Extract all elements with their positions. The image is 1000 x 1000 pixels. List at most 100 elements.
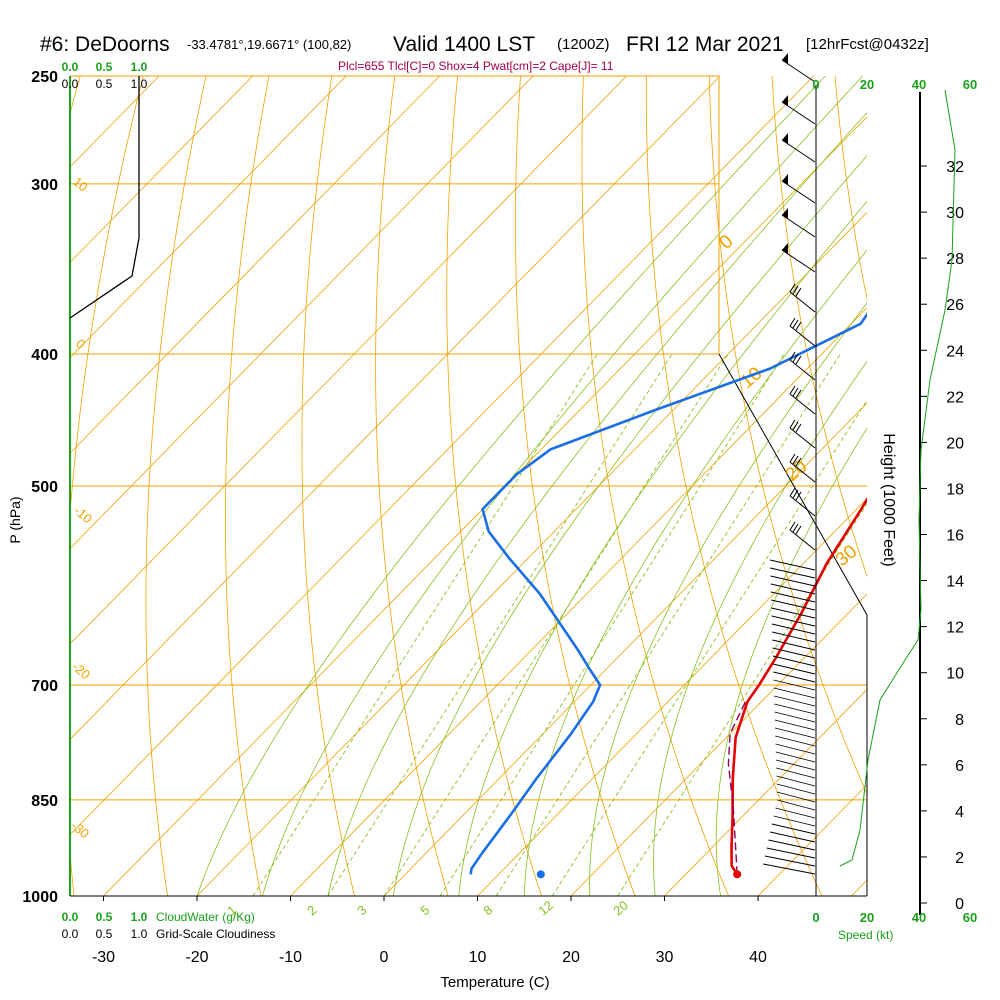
mixing-ratio-label: 5 [417,902,432,918]
wind-barb-feather [792,387,799,397]
adiabat-label: -30 [68,818,92,842]
height-tick-label: 6 [955,758,964,775]
cloudiness-line [69,76,140,319]
wind-barb [776,767,816,779]
right-frame-slant [718,353,868,896]
mixing-ratio-line [439,353,785,896]
pressure-tick-label: 500 [31,479,58,496]
dry-adiabat [581,76,729,896]
dry-adiabat [70,76,144,896]
height-tick-label: 12 [946,620,964,637]
temperature-tick-label: -30 [92,949,115,966]
wind-barb [781,249,816,273]
height-tick-label: 8 [955,712,964,729]
wind-barb [775,751,816,763]
moist-adiabat [392,155,867,896]
dry-adiabat [771,76,867,578]
speed-tick-label-top: 60 [963,77,977,92]
height-tick-label: 14 [946,574,964,591]
moist-adiabat [262,76,863,896]
wind-barb [789,427,816,449]
isobar-lines [70,75,867,897]
dry-adiabat [961,76,1000,896]
parcel-profile [727,701,747,875]
pressure-tick-label: 400 [31,347,58,364]
y-axis-label: P (hPa) [7,496,23,543]
wind-barb [789,495,816,517]
right-axes: 0246810121416182022242628303200202040406… [812,77,977,925]
wind-barb-feather [792,455,799,465]
wind-barb-feather [789,521,796,531]
isotherm [70,76,440,454]
mixing-ratio-label: 3 [354,902,369,918]
wind-barb [777,799,816,811]
wind-barb-feather [795,321,802,331]
mixing-ratio-line [383,353,729,896]
forecast-info: [12hrFcst@0432z] [806,36,929,53]
cloudiness-tick-bottom: 0.0 [62,927,79,941]
wind-barb [789,359,816,381]
wind-barb [770,575,816,587]
x-axis-label: Temperature (C) [440,974,549,991]
speed-tick-label-bottom: 40 [912,910,926,925]
plot-frame [69,76,868,897]
temperature-tick-label: 30 [656,949,674,966]
temperature-profile [730,496,867,876]
dry-adiabat [375,76,449,896]
wind-barb-feather [792,285,799,295]
cloudwater-tick-bottom: 1.0 [131,910,148,924]
height-tick-label: 16 [946,528,964,545]
wind-barb-feather [792,489,799,499]
height-tick-label: 22 [946,389,964,406]
wind-barb [789,393,816,415]
wind-barb [773,679,816,691]
wind-barb [774,719,816,731]
wind-barb [773,687,816,699]
dry-adiabat [446,76,542,896]
wind-barb-feather [795,525,802,535]
speed-tick-label-bottom: 0 [812,910,819,925]
wind-barb-feather [795,287,802,297]
wind-barb-feather [789,487,796,497]
wind-barb [771,599,816,611]
temperature-tick-label: -20 [185,949,208,966]
height-tick-label: 4 [955,804,964,821]
dry-adiabat-lines [70,76,1000,896]
temperature-tick-label: -10 [279,949,302,966]
isotherm [851,879,867,896]
moist-adiabat [715,427,867,896]
temperature-tick-label: 40 [749,949,767,966]
wind-barb [775,735,816,747]
wind-barb-flag [782,95,788,106]
wind-barb-feather [789,453,796,463]
isotherm [477,497,867,896]
pressure-tick-label: 850 [31,793,58,810]
isotherm [664,688,867,896]
wind-barb [772,631,816,643]
wind-barb-feather [789,419,796,429]
wind-barb [768,839,816,851]
wind-barb [771,823,816,835]
wind-barb [781,139,816,163]
wind-barb [781,214,816,238]
dry-adiabat [645,76,823,896]
mixing-ratio-line [327,353,673,896]
pressure-tick-label: 250 [31,69,58,86]
wind-barb [775,807,816,819]
mixing-ratio-line [252,353,598,896]
height-tick-label: 10 [946,666,964,683]
valid-date: FRI 12 Mar 2021 [626,33,784,56]
wind-barb [766,847,816,859]
wind-barb-flag [782,243,788,254]
speed-tick-label-bottom: 20 [860,910,874,925]
wind-barb [773,695,816,707]
wind-barb [776,783,816,795]
cloudwater-tick-top: 0.5 [96,60,113,74]
height-tick-label: 2 [955,850,964,867]
wind-barb [764,855,816,867]
speed-tick-label-top: 20 [860,77,874,92]
stability-indices: Plcl=655 Tlcl[C]=0 Shox=4 Pwat[cm]=2 Cap… [338,59,614,73]
wind-barb [774,711,816,723]
